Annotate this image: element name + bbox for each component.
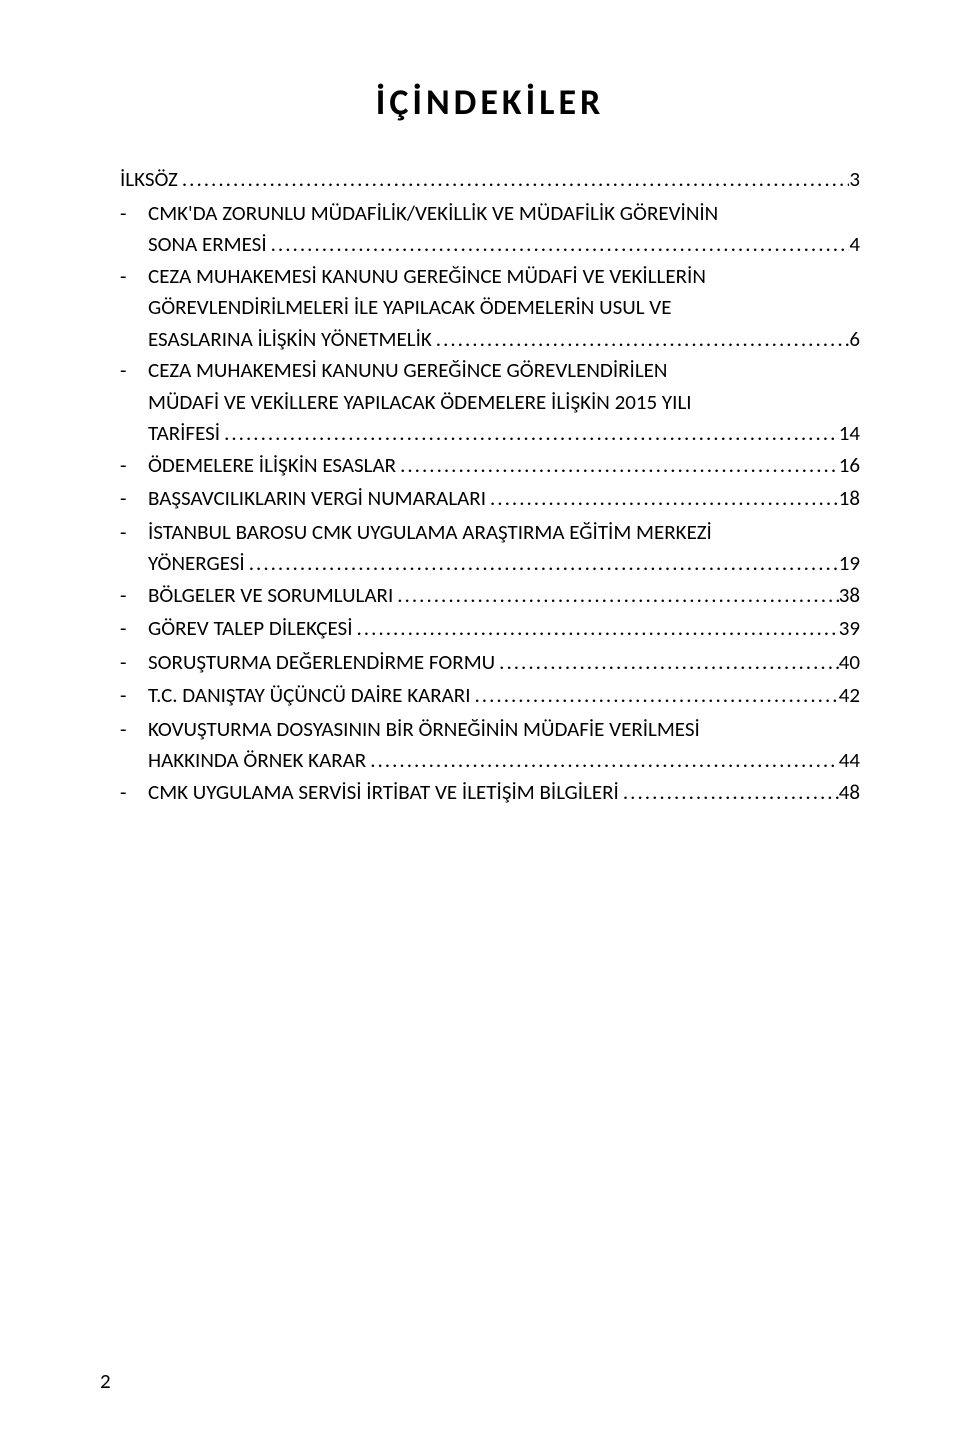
toc-dots: ........................................… <box>486 483 839 515</box>
toc-entry: -CMK'DA ZORUNLU MÜDAFİLİK/VEKİLLİK VE MÜ… <box>120 198 860 230</box>
toc-label: CEZA MUHAKEMESİ KANUNU GEREĞİNCE GÖREVLE… <box>148 355 860 387</box>
toc-label: ESASLARINA İLİŞKİN YÖNETMELİK <box>148 324 432 356</box>
toc-page: 3 <box>849 164 860 196</box>
toc-label: GÖREV TALEP DİLEKÇESİ <box>148 613 352 645</box>
toc-page: 39 <box>839 613 860 645</box>
toc-dots: ........................................… <box>245 548 839 580</box>
toc-label: CMK UYGULAMA SERVİSİ İRTİBAT VE İLETİŞİM… <box>148 777 619 809</box>
toc-entry-last: YÖNERGESİ...............................… <box>120 548 860 580</box>
dash-icon: - <box>120 517 148 549</box>
toc-page: 38 <box>839 580 860 612</box>
toc-entry: -BAŞSAVCILIKLARIN VERGİ NUMARALARI......… <box>120 483 860 515</box>
toc-entry: -CEZA MUHAKEMESİ KANUNU GEREĞİNCE GÖREVL… <box>120 355 860 387</box>
toc-label: CEZA MUHAKEMESİ KANUNU GEREĞİNCE MÜDAFİ … <box>148 261 860 293</box>
dash-icon: - <box>120 450 148 482</box>
toc-entry: -KOVUŞTURMA DOSYASININ BİR ÖRNEĞİNİN MÜD… <box>120 714 860 746</box>
toc-page: 44 <box>839 745 860 777</box>
toc-entry: -CMK UYGULAMA SERVİSİ İRTİBAT VE İLETİŞİ… <box>120 777 860 809</box>
toc-page: 18 <box>839 483 860 515</box>
dash-icon: - <box>120 680 148 712</box>
toc-label: SONA ERMESİ <box>148 229 267 261</box>
toc-entry-last: HAKKINDA ÖRNEK KARAR....................… <box>120 745 860 777</box>
toc-label: İLKSÖZ <box>120 164 178 196</box>
toc-dots: ........................................… <box>393 580 838 612</box>
toc-label-continuation: MÜDAFİ VE VEKİLLERE YAPILACAK ÖDEMELERE … <box>120 387 860 419</box>
toc-entry-last: SONA ERMESİ.............................… <box>120 229 860 261</box>
toc-page: 48 <box>839 777 860 809</box>
dash-icon: - <box>120 198 148 230</box>
dash-icon: - <box>120 647 148 679</box>
toc-label-continuation: GÖREVLENDİRİLMELERİ İLE YAPILACAK ÖDEMEL… <box>120 292 860 324</box>
dash-icon: - <box>120 261 148 293</box>
toc-page: 40 <box>839 647 860 679</box>
toc-dots: ........................................… <box>366 745 839 777</box>
toc-label: SORUŞTURMA DEĞERLENDİRME FORMU <box>148 647 495 679</box>
toc-entry: -CEZA MUHAKEMESİ KANUNU GEREĞİNCE MÜDAFİ… <box>120 261 860 293</box>
toc-label: HAKKINDA ÖRNEK KARAR <box>148 745 366 777</box>
page-number: 2 <box>100 1368 111 1394</box>
dash-icon: - <box>120 613 148 645</box>
toc-dots: ........................................… <box>619 777 839 809</box>
toc-dots: ........................................… <box>352 613 838 645</box>
toc-entry: -SORUŞTURMA DEĞERLENDİRME FORMU.........… <box>120 647 860 679</box>
toc-page: 4 <box>849 229 860 261</box>
toc-dots: ........................................… <box>178 164 850 196</box>
toc-dots: ........................................… <box>432 324 850 356</box>
toc-label: YÖNERGESİ <box>148 548 245 580</box>
toc-entry-last: ESASLARINA İLİŞKİN YÖNETMELİK...........… <box>120 324 860 356</box>
toc-entry: -T.C. DANIŞTAY ÜÇÜNCÜ DAİRE KARARI......… <box>120 680 860 712</box>
dash-icon: - <box>120 355 148 387</box>
dash-icon: - <box>120 580 148 612</box>
toc-entry: -GÖREV TALEP DİLEKÇESİ..................… <box>120 613 860 645</box>
toc-label: KOVUŞTURMA DOSYASININ BİR ÖRNEĞİNİN MÜDA… <box>148 714 860 746</box>
toc-title: İÇİNDEKİLER <box>120 80 860 124</box>
toc-label: T.C. DANIŞTAY ÜÇÜNCÜ DAİRE KARARI <box>148 680 471 712</box>
toc-page: 42 <box>839 680 860 712</box>
toc-label: BAŞSAVCILIKLARIN VERGİ NUMARALARI <box>148 483 486 515</box>
toc-label: ÖDEMELERE İLİŞKİN ESASLAR <box>148 450 396 482</box>
toc-page: 19 <box>839 548 860 580</box>
dash-icon: - <box>120 714 148 746</box>
toc-label: TARİFESİ <box>148 418 220 450</box>
toc-entry-ilksoz: İLKSÖZ .................................… <box>120 164 860 196</box>
toc-label: CMK'DA ZORUNLU MÜDAFİLİK/VEKİLLİK VE MÜD… <box>148 198 860 230</box>
toc-dots: ........................................… <box>220 418 839 450</box>
dash-icon: - <box>120 777 148 809</box>
toc-page: 14 <box>839 418 860 450</box>
toc-dots: ........................................… <box>495 647 839 679</box>
toc-entry: -ÖDEMELERE İLİŞKİN ESASLAR..............… <box>120 450 860 482</box>
toc-dots: ........................................… <box>396 450 839 482</box>
dash-icon: - <box>120 483 148 515</box>
toc-entry: -BÖLGELER VE SORUMLULARI................… <box>120 580 860 612</box>
toc-dots: ........................................… <box>471 680 839 712</box>
toc-label: BÖLGELER VE SORUMLULARI <box>148 580 393 612</box>
toc-entry-last: TARİFESİ................................… <box>120 418 860 450</box>
toc-page: 16 <box>839 450 860 482</box>
toc-page: 6 <box>849 324 860 356</box>
toc-label: İSTANBUL BAROSU CMK UYGULAMA ARAŞTIRMA E… <box>148 517 860 549</box>
toc-dots: ........................................… <box>267 229 850 261</box>
toc-entry: -İSTANBUL BAROSU CMK UYGULAMA ARAŞTIRMA … <box>120 517 860 549</box>
